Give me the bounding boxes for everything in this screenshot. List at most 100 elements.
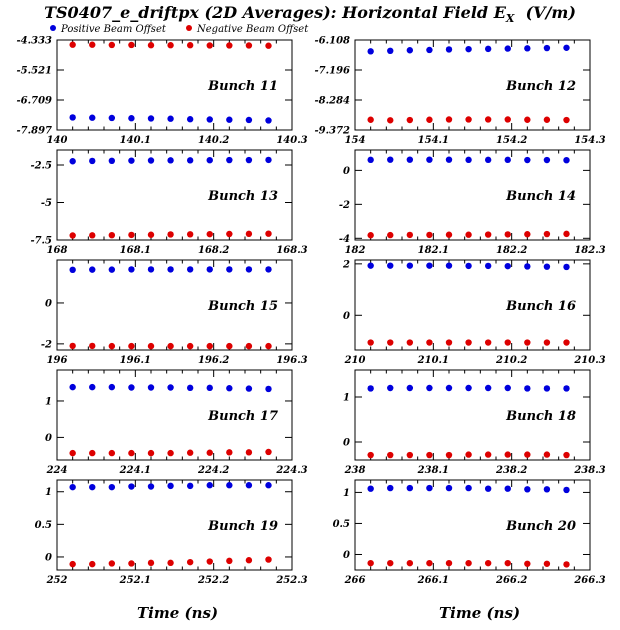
panel-1-series-2-point-7 [206, 42, 213, 49]
panel-5-series-1-point-9 [245, 266, 253, 273]
panel-5-series-1-point-6 [186, 266, 194, 273]
panel-1-xtick-label-2: 140.2 [198, 135, 229, 146]
panel-8-series-2-point-10 [563, 451, 570, 459]
panel-10-series-2-point-10 [563, 561, 570, 568]
panel-3-series-2-point-9 [245, 230, 253, 238]
panel-6-series-1-point-10 [563, 263, 570, 271]
panel-1-series-1-point-10 [265, 117, 272, 124]
panel-10-ytick-label-2: 0 [343, 550, 350, 561]
panel-7-series-2-point-1 [89, 449, 96, 457]
panel-3-series-2-point-6 [186, 231, 194, 238]
panel-8-series-2-point-4 [445, 451, 453, 459]
panel-5-series-2-point-1 [89, 342, 96, 350]
panel-5-series-2-point-6 [186, 342, 194, 350]
panel-7-series-2-point-5 [167, 449, 174, 457]
panel-4-xtick-label-0: 182 [345, 245, 366, 256]
panel-5-xtick-label-2: 196.2 [198, 355, 229, 366]
panel-9-series-1-point-0 [69, 483, 76, 491]
panel-9-series-2-point-7 [206, 558, 213, 565]
legend-positive-marker [50, 25, 56, 31]
panel-2-xtick-label-1: 154.1 [418, 135, 449, 146]
panel-3-series-1-point-4 [147, 157, 155, 164]
panel-4-series-1-point-2 [406, 156, 414, 163]
panel-6-xtick-label-0: 210 [344, 355, 366, 366]
panel-4-bunch-label: Bunch 14 [505, 189, 576, 204]
panel-1-series-2-point-2 [108, 41, 116, 49]
panel-2-bunch-label: Bunch 12 [505, 79, 576, 94]
panel-5-bunch-label: Bunch 15 [207, 299, 278, 314]
panel-6-series-1-point-9 [543, 263, 551, 270]
panel-6-series-2-point-9 [543, 339, 551, 346]
panel-10-series-1-point-8 [524, 486, 531, 493]
panel-4-ytick-label-2: -4 [339, 234, 350, 245]
panel-9-ytick-label-2: 0 [45, 552, 52, 563]
panel-9-ytick-label-0: 1 [45, 487, 52, 498]
panel-7-ytick-label-0: 1 [45, 396, 52, 407]
panel-6-series-1-point-5 [465, 262, 472, 270]
panel-1-series-1-point-6 [186, 116, 194, 123]
panel-2-xtick-label-2: 154.2 [496, 135, 527, 146]
panel-1-ytick-label-3: -7.897 [17, 126, 53, 137]
panel-2-frame [354, 39, 591, 131]
panel-10-series-1-point-7 [504, 485, 511, 492]
panel-7-series-1-point-2 [108, 383, 116, 391]
legend-negative-marker [186, 25, 192, 31]
panel-6-series-1-point-6 [484, 262, 492, 270]
panel-4-series-2-point-6 [484, 231, 492, 238]
panel-4-frame [354, 149, 591, 241]
panel-8-series-1-point-4 [445, 384, 453, 392]
panel-7-xtick-label-2: 224.2 [197, 465, 229, 476]
panel-2-series-1-point-0 [367, 48, 374, 55]
panel-2-series-1-point-4 [445, 46, 453, 53]
panel-7-ytick-label-1: 0 [45, 433, 52, 444]
panel-1-ytick-label-1: -5.521 [17, 66, 52, 77]
panel-2-ytick-label-2: -8.284 [315, 96, 351, 107]
panel-10-xtick-label-3: 266.3 [573, 575, 605, 586]
panel-4-series-1-point-5 [465, 156, 472, 164]
panel-5-series-2-point-10 [265, 342, 272, 350]
panel-5-ytick-label-0: 0 [45, 298, 52, 309]
legend-positive-label: Positive Beam Offset [61, 24, 166, 35]
panel-8-series-2-point-9 [543, 451, 551, 458]
panel-10-series-2-point-3 [426, 559, 433, 567]
panel-8-series-1-point-0 [367, 385, 374, 392]
panel-9-series-1-point-8 [226, 482, 233, 489]
panel-3-xtick-label-1: 168.1 [120, 245, 151, 256]
panel-4-series-1-point-6 [484, 156, 492, 164]
panel-2-series-1-point-1 [387, 47, 394, 55]
panel-5-xtick-label-3: 196.3 [276, 355, 307, 366]
legend-negative-label: Negative Beam Offset [197, 24, 309, 35]
panel-2-series-1-point-10 [563, 44, 570, 51]
panel-1-frame [56, 39, 293, 131]
panel-9-xtick-label-3: 252.3 [275, 575, 307, 586]
panel-9-series-1-point-7 [206, 482, 213, 489]
panel-6-series-2-point-6 [484, 339, 492, 346]
panel-3-ytick-label-0: -2.5 [30, 161, 52, 172]
panel-8-series-2-point-7 [504, 451, 511, 458]
panel-1-ytick-label-0: -4.333 [17, 36, 53, 47]
panel-7-series-2-point-2 [108, 449, 116, 457]
panel-8-series-1-point-10 [563, 385, 570, 392]
panel-8-series-2-point-3 [426, 451, 433, 459]
panel-8-series-2-point-8 [524, 451, 531, 458]
panel-4-series-1-point-9 [543, 156, 551, 164]
panel-3-series-2-point-4 [147, 231, 155, 238]
panel-10-series-2-point-9 [543, 560, 551, 567]
panel-10-xtick-label-2: 266.2 [495, 575, 527, 586]
panel-9-series-1-point-2 [108, 483, 116, 491]
panel-5-series-1-point-0 [69, 266, 76, 274]
panel-4-series-1-point-3 [426, 156, 433, 163]
panel-2-series-2-point-10 [563, 116, 570, 124]
panel-9-series-2-point-0 [69, 560, 76, 568]
panel-2-xtick-label-3: 154.3 [574, 135, 605, 146]
panel-9-xtick-label-2: 252.2 [197, 575, 229, 586]
panel-1-series-1-point-9 [245, 116, 253, 124]
panel-8-xtick-label-2: 238.2 [495, 465, 527, 476]
panel-3-frame [56, 149, 293, 241]
panel-6-xtick-label-3: 210.3 [573, 355, 605, 366]
panel-6-series-2-point-7 [504, 339, 511, 346]
panel-7-series-2-point-6 [186, 449, 194, 456]
panel-7-frame [56, 369, 293, 461]
legend-negative: Negative Beam Offset [186, 24, 308, 35]
panel-8-series-2-point-2 [406, 451, 414, 459]
